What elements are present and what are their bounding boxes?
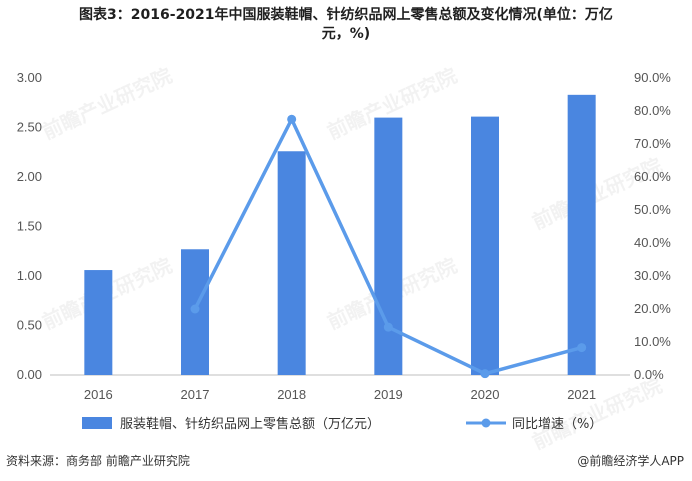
x-axis-tick-label: 2019 <box>374 387 403 402</box>
right-axis-tick-label: 30.0% <box>634 268 671 283</box>
left-axis-tick-label: 3.00 <box>17 70 42 85</box>
line-point <box>383 322 393 332</box>
legend-line-label: 同比增速（%） <box>512 417 602 432</box>
legend: 服装鞋帽、针纺织品网上零售总额（万亿元） 同比增速（%） <box>82 416 602 432</box>
x-axis-tick-label: 2016 <box>84 387 113 402</box>
right-axis-tick-label: 40.0% <box>634 235 671 250</box>
right-axis-ticks: 0.0% 10.0% 20.0% 30.0% 40.0% 50.0% 60.0% 70.0% 8… <box>634 70 671 382</box>
x-axis-tick-label: 2020 <box>471 387 500 402</box>
right-axis-tick-label: 10.0% <box>634 334 671 349</box>
bar <box>567 94 596 375</box>
right-axis-tick-label: 20.0% <box>634 301 671 316</box>
credit-note: @前瞻经济学人APP <box>577 454 684 468</box>
right-axis-tick-label: 50.0% <box>634 202 671 217</box>
line-point <box>577 343 587 353</box>
watermark-text: 前瞻产业研究院 <box>529 373 666 454</box>
line-point <box>287 114 297 124</box>
legend-bar-swatch <box>82 417 112 429</box>
right-axis-tick-label: 70.0% <box>634 136 671 151</box>
right-axis-tick-label: 90.0% <box>634 70 671 85</box>
right-axis-tick-label: 60.0% <box>634 169 671 184</box>
left-axis-tick-label: 1.50 <box>17 219 42 234</box>
left-axis-tick-label: 2.50 <box>17 120 42 135</box>
source-note: 资料来源：商务部 前瞻产业研究院 <box>6 454 190 468</box>
line-point <box>480 369 490 379</box>
bar <box>277 151 306 375</box>
x-axis-tick-label: 2017 <box>181 387 210 402</box>
left-axis-ticks: 0.00 0.50 1.00 1.50 2.00 2.50 3.00 <box>17 70 42 382</box>
x-axis-tick-label: 2018 <box>277 387 306 402</box>
left-axis-tick-label: 2.00 <box>17 169 42 184</box>
left-axis-tick-label: 0.00 <box>17 367 42 382</box>
x-axis-ticks: 2016 2017 2018 2019 2020 2021 <box>84 387 596 402</box>
chart-title-line1: 图表3：2016-2021年中国服装鞋帽、针纺织品网上零售总额及变化情况(单位：… <box>79 7 613 23</box>
chart-title: 图表3：2016-2021年中国服装鞋帽、针纺织品网上零售总额及变化情况(单位：… <box>0 6 692 44</box>
line-point <box>190 304 200 314</box>
watermark-text: 前瞻产业研究院 <box>529 153 666 234</box>
chart-title-line2: 元，%) <box>321 26 371 42</box>
legend-line-marker <box>481 418 491 428</box>
bar <box>471 116 499 376</box>
right-axis-tick-label: 0.0% <box>634 367 664 382</box>
bar-series <box>84 94 596 376</box>
legend-bar-label: 服装鞋帽、针纺织品网上零售总额（万亿元） <box>120 416 380 432</box>
bar <box>84 270 113 375</box>
left-axis-tick-label: 1.00 <box>17 268 42 283</box>
line-series <box>190 114 587 379</box>
watermark-text: 前瞻产业研究院 <box>39 63 176 144</box>
bar <box>374 117 403 375</box>
x-axis-tick-label: 2021 <box>567 387 596 402</box>
left-axis-tick-label: 0.50 <box>17 318 42 333</box>
right-axis-tick-label: 80.0% <box>634 103 671 118</box>
